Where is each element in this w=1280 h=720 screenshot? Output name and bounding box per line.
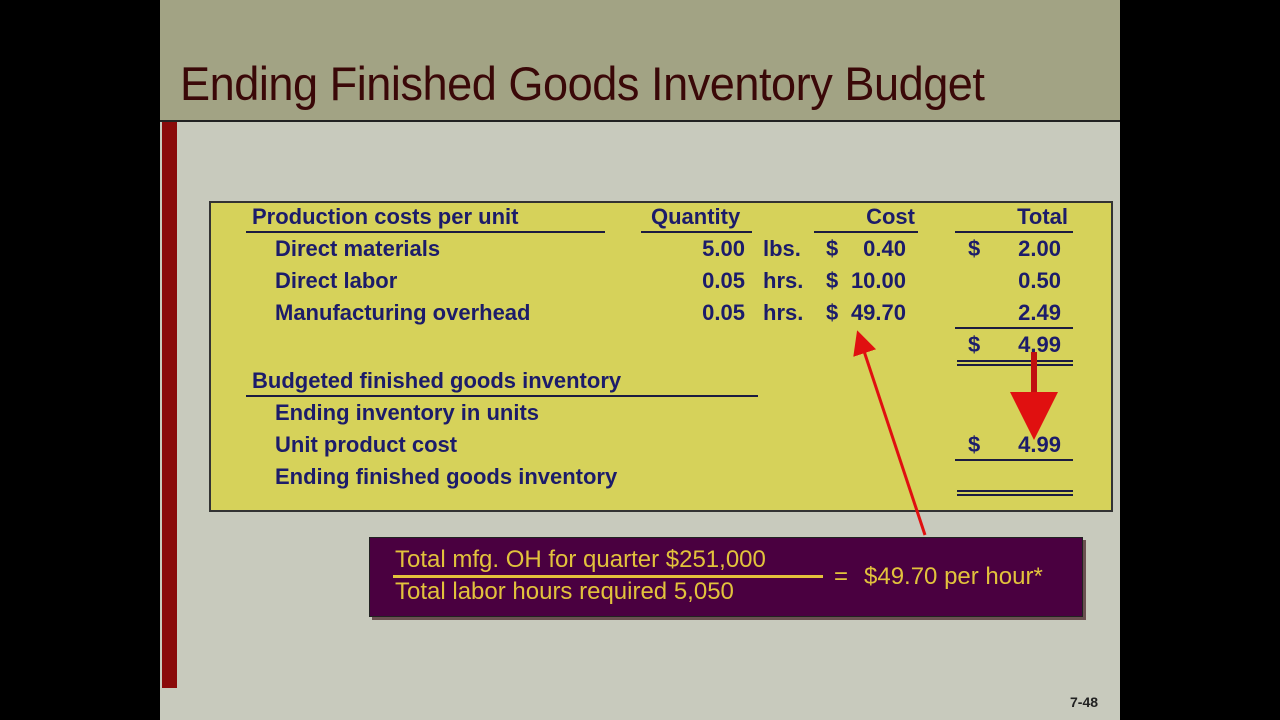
unit-total-sign: $ [968,332,981,357]
row-quantity: 5.00 [702,236,745,261]
header-total: Total [1017,204,1068,229]
section-underline [246,395,758,397]
callout-denominator: Total labor hours required 5,050 [395,578,734,605]
title-band [160,0,1120,122]
header-cost: Cost [866,204,915,229]
row-cost: 49.70 [850,300,906,325]
row-cost-sign: $ [826,268,839,293]
row-quantity: 0.05 [702,268,745,293]
header-quantity: Quantity [651,204,741,229]
row-quantity: 0.05 [702,300,745,325]
header-underline [641,231,752,233]
row-cost-sign: $ [826,300,839,325]
row-cost: 0.40 [863,236,906,261]
header-label: Production costs per unit [252,204,519,229]
double-underline [957,364,1073,366]
page-number: 7-48 [1070,694,1099,710]
unit-total: 4.99 [1018,332,1061,357]
unit-cost-sign: $ [968,432,981,457]
row-unit: hrs. [763,300,804,325]
row-total: 2.00 [1018,236,1061,261]
ending-fg-label: Ending finished goods inventory [275,464,618,489]
header-underline [955,231,1073,233]
double-underline [957,360,1073,362]
row-total: 0.50 [1018,268,1061,293]
row-label: Manufacturing overhead [275,300,531,325]
header-underline [246,231,605,233]
arrow-to-overhead-rate [853,330,927,536]
subtotal-line [955,327,1073,329]
callout-equals: = [834,563,849,590]
ending-units-label: Ending inventory in units [275,400,539,425]
row-total-sign: $ [968,236,981,261]
section-heading: Budgeted finished goods inventory [252,368,622,393]
row-cost: 10.00 [850,268,906,293]
double-underline [957,494,1073,496]
fraction-bar [393,575,823,578]
accent-bar [162,122,177,688]
slide-title: Ending Finished Goods Inventory Budget [180,57,985,110]
unit-cost-label: Unit product cost [275,432,458,457]
row-label: Direct labor [275,268,398,293]
callout-result: $49.70 per hour* [864,563,1043,590]
row-unit: hrs. [763,268,804,293]
row-total: 2.49 [1018,300,1061,325]
unit-cost-underline [955,459,1073,461]
row-label: Direct materials [275,236,441,261]
double-underline [957,490,1073,492]
header-underline [814,231,918,233]
callout-numerator: Total mfg. OH for quarter $251,000 [395,546,766,573]
row-cost-sign: $ [826,236,839,261]
row-unit: lbs. [763,236,801,261]
